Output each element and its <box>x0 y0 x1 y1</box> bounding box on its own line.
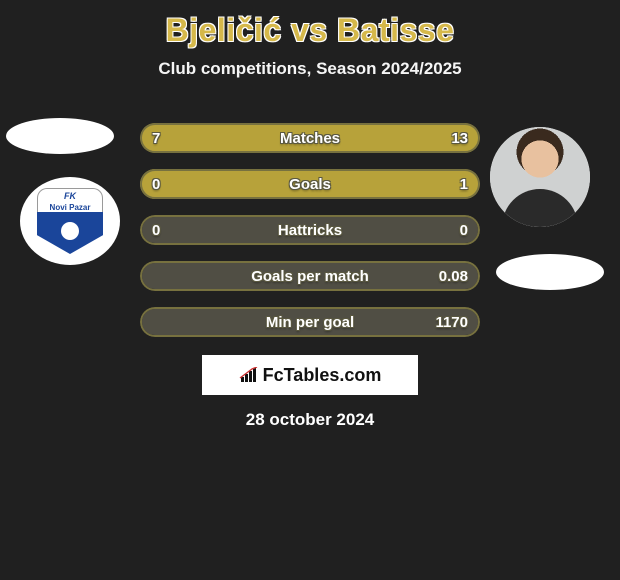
stat-row: 7Matches13 <box>140 123 480 153</box>
club-crest-icon: FK Novi Pazar <box>37 188 103 254</box>
page-title: Bjeličić vs Batisse <box>0 0 620 49</box>
stat-label: Hattricks <box>140 215 480 245</box>
stat-rows: 7Matches130Goals10Hattricks0Goals per ma… <box>140 123 480 353</box>
stat-row: Min per goal1170 <box>140 307 480 337</box>
stat-value-right: 0.08 <box>439 261 468 291</box>
stat-label: Min per goal <box>140 307 480 337</box>
stat-value-right: 0 <box>460 215 468 245</box>
stat-value-right: 1170 <box>435 307 468 337</box>
left-player-secondary <box>6 118 114 154</box>
player-photo-icon <box>490 127 590 227</box>
snapshot-date: 28 october 2024 <box>0 410 620 430</box>
stat-label: Matches <box>140 123 480 153</box>
stat-value-right: 1 <box>460 169 468 199</box>
brand-chart-icon <box>239 367 259 383</box>
stat-row: 0Goals1 <box>140 169 480 199</box>
stat-row: Goals per match0.08 <box>140 261 480 291</box>
brand-box: FcTables.com <box>202 355 418 395</box>
stat-row: 0Hattricks0 <box>140 215 480 245</box>
right-player-secondary <box>496 254 604 290</box>
stat-value-right: 13 <box>451 123 468 153</box>
left-player-club-crest: FK Novi Pazar <box>20 177 120 265</box>
page-subtitle: Club competitions, Season 2024/2025 <box>0 59 620 79</box>
right-player-photo <box>490 127 590 227</box>
brand-text: FcTables.com <box>263 365 382 386</box>
stat-label: Goals per match <box>140 261 480 291</box>
stat-label: Goals <box>140 169 480 199</box>
crest-line1: FK <box>38 190 102 202</box>
